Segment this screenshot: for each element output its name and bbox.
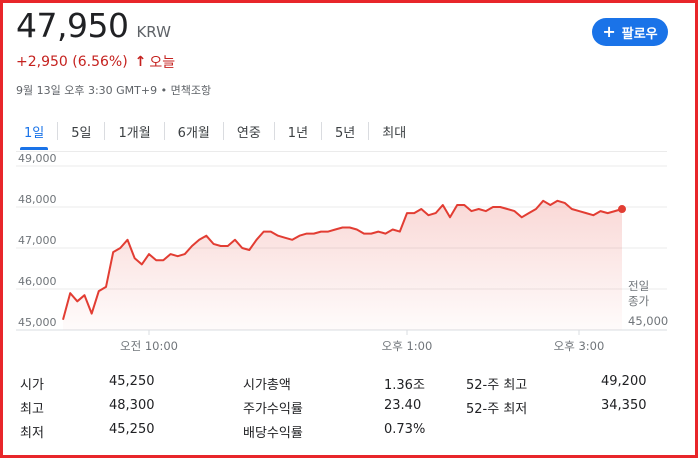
stat-label: 배당수익률 xyxy=(243,426,303,441)
tab-separator xyxy=(57,122,59,140)
tab-separator xyxy=(222,122,224,140)
last-price-dot xyxy=(618,205,626,214)
stat-label: 주가수익률 xyxy=(243,402,303,417)
follow-button[interactable]: + 팔로우 xyxy=(592,18,668,46)
price-change: +2,950 (6.56%) ↑ 오늘 xyxy=(16,52,175,72)
x-tick-label: 오후 3:00 xyxy=(554,339,605,353)
stat-value: 49,200 xyxy=(601,374,647,389)
tab-1[interactable]: 1일 xyxy=(16,118,57,150)
y-tick-label: 46,000 xyxy=(18,275,57,288)
stat-value: 45,250 xyxy=(109,422,155,437)
price-line xyxy=(62,199,623,321)
tab-5[interactable]: 연중 xyxy=(236,125,261,141)
currency-code: KRW xyxy=(136,23,171,41)
change-value: +2,950 (6.56%) xyxy=(16,54,128,70)
stat-value: 23.40 xyxy=(384,398,422,413)
stat-label: 52-주 최고 xyxy=(466,378,528,393)
stat-label: 시가총액 xyxy=(243,378,291,393)
y-tick-label: 45,000 xyxy=(18,316,57,329)
previous-close-value: 45,000 xyxy=(628,314,668,328)
stat-label: 52-주 최저 xyxy=(466,402,528,417)
range-tabs: 1일 5일 1개월 6개월 연중 1년 5년 최대 xyxy=(16,116,419,150)
tab-separator xyxy=(368,122,370,140)
stat-value: 0.73% xyxy=(384,422,426,437)
y-tick-label: 47,000 xyxy=(18,234,57,247)
stat-label: 최고 xyxy=(20,402,44,417)
previous-close-label: 전일 xyxy=(628,279,649,293)
y-tick-label: 48,000 xyxy=(18,193,57,206)
x-tick-label: 오후 1:00 xyxy=(382,339,433,353)
tab-4[interactable]: 6개월 xyxy=(177,125,210,141)
tabs-divider xyxy=(16,151,667,152)
x-tick-label: 오전 10:00 xyxy=(120,339,178,353)
tab-2[interactable]: 5일 xyxy=(71,125,92,141)
tab-7[interactable]: 5년 xyxy=(335,125,356,141)
stat-value: 1.36조 xyxy=(384,378,425,393)
y-tick-label: 49,000 xyxy=(18,152,57,165)
current-price: 47,950 xyxy=(16,6,129,45)
follow-label: 팔로우 xyxy=(621,26,658,42)
stat-label: 시가 xyxy=(20,378,44,393)
price-header: 47,950 KRW xyxy=(16,6,171,45)
tab-6[interactable]: 1년 xyxy=(287,125,309,141)
previous-close-label: 종가 xyxy=(628,294,650,308)
change-period: 오늘 xyxy=(149,55,176,71)
tab-8[interactable]: 최대 xyxy=(382,125,407,141)
tab-3[interactable]: 1개월 xyxy=(118,125,151,141)
plus-icon: + xyxy=(602,22,616,41)
timestamp-disclaimer: 9월 13일 오후 3:30 GMT+9 • 면책조항 xyxy=(16,84,212,97)
tab-separator xyxy=(273,122,275,140)
arrow-up-icon: ↑ xyxy=(134,54,147,70)
stat-label: 최저 xyxy=(20,426,44,441)
stat-value: 45,250 xyxy=(109,374,155,389)
price-chart: 49,000 48,000 47,000 46,000 45,000 오전 10:00 오후… xyxy=(16,152,668,353)
price-area xyxy=(63,200,622,330)
tab-separator xyxy=(104,122,106,140)
stat-value: 48,300 xyxy=(109,398,155,413)
stat-value: 34,350 xyxy=(601,398,647,413)
tab-separator xyxy=(321,122,323,140)
tab-separator xyxy=(163,122,165,140)
